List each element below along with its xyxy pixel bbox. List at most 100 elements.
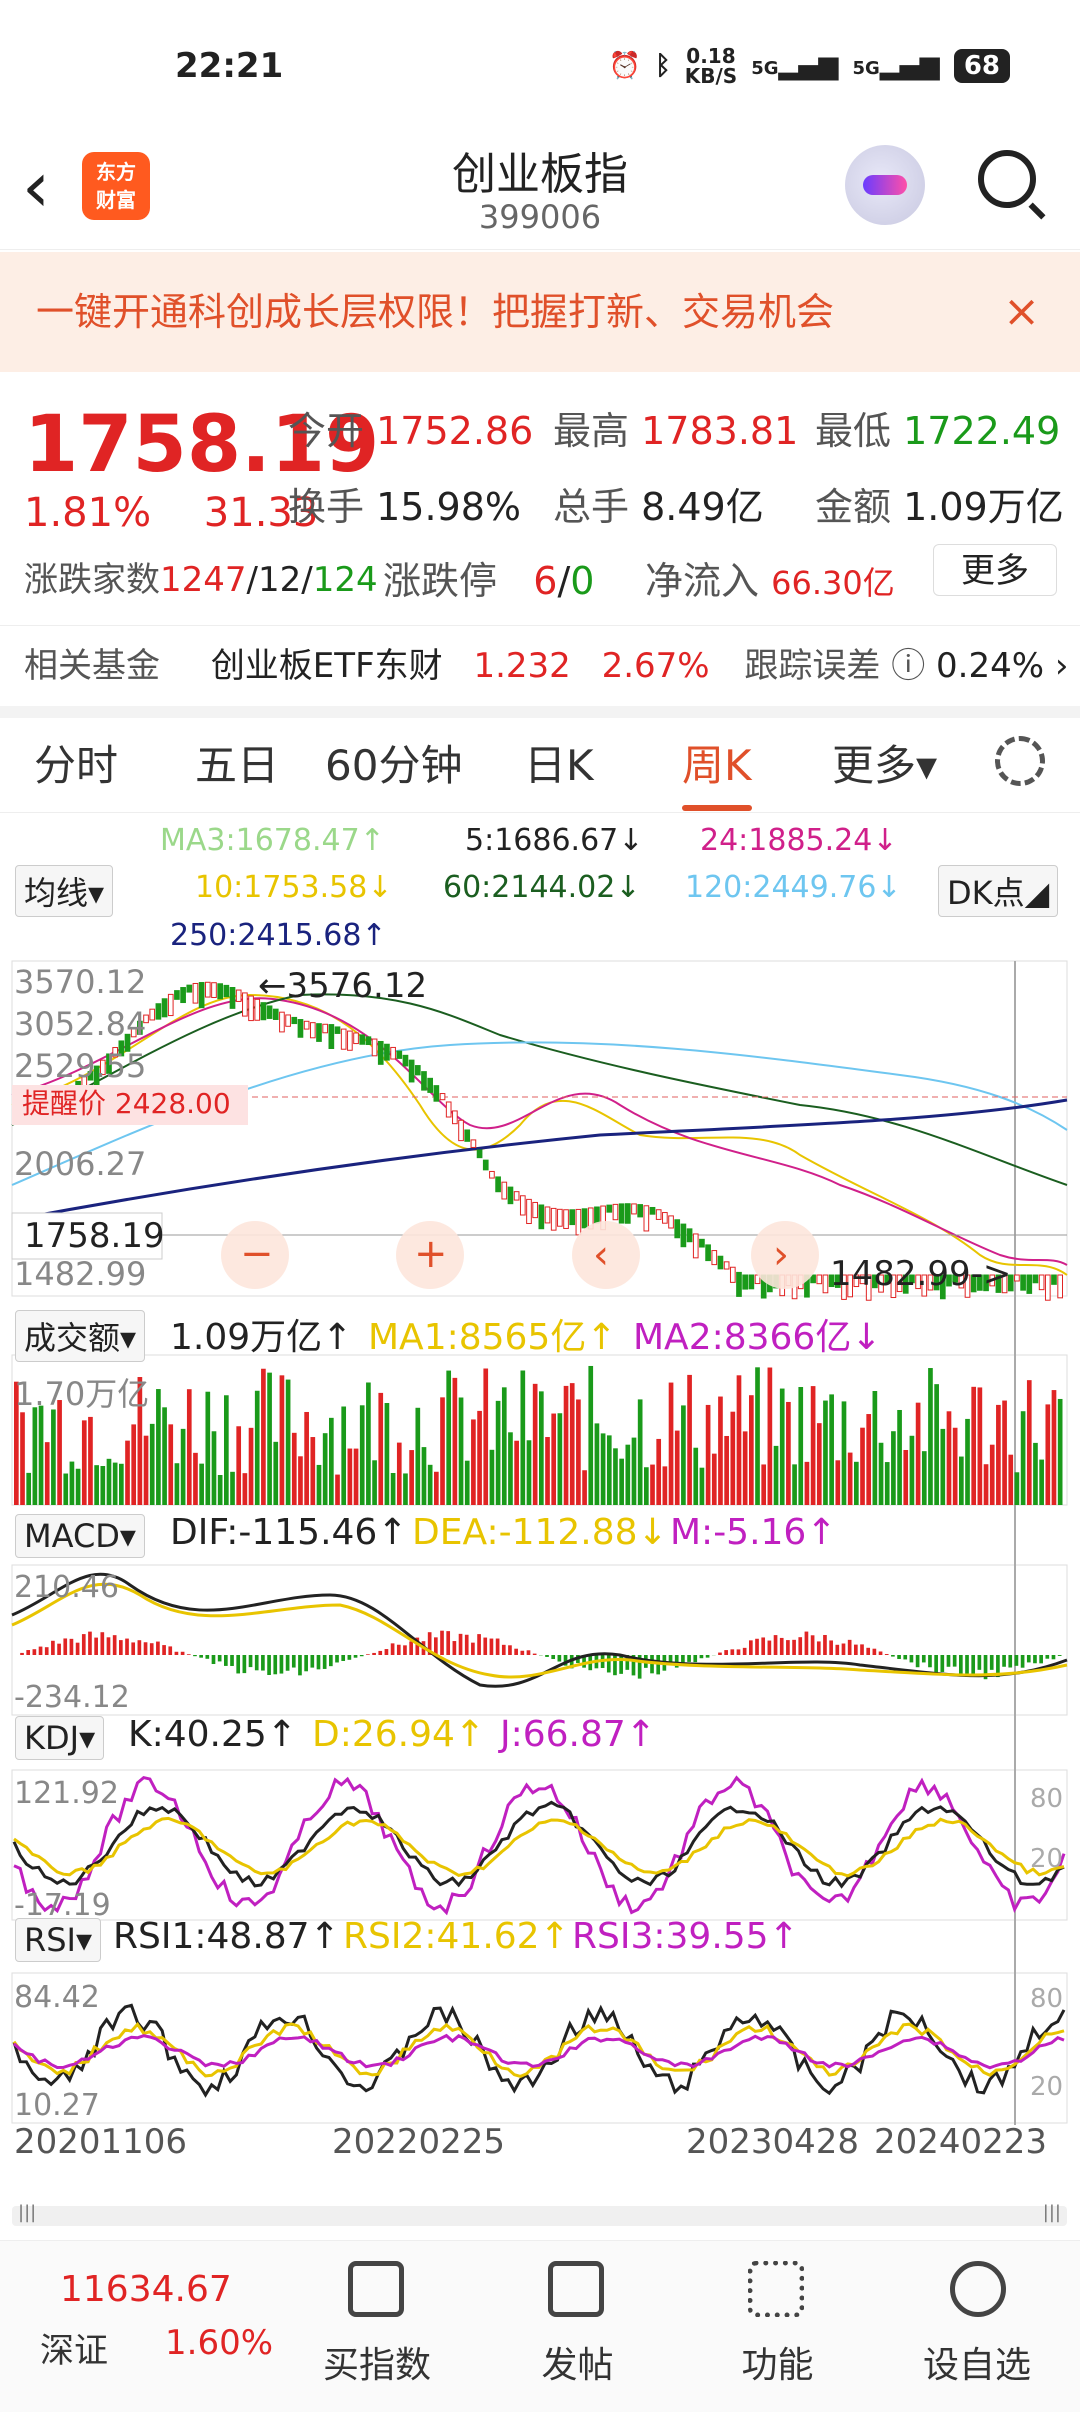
macd-bar [267,1655,271,1675]
search-icon[interactable] [978,150,1036,208]
promo-banner[interactable]: 一键开通科创成长层权限！把握打新、交易机会 × [0,252,1080,372]
tab-intraday[interactable]: 分时 [34,741,119,790]
candle [266,1005,273,1019]
rsi2-line [12,2021,1065,2078]
zoom-out-button[interactable] [221,1221,289,1289]
volume-bar [137,1377,143,1505]
header: ‹ 东方 财富 创业板指 399006 [0,130,1080,250]
tab-daily[interactable]: 日K [524,741,594,790]
candles [13,981,1063,1301]
macd-bar [959,1655,963,1674]
dk-point-selector[interactable]: DK点◢ [938,865,1059,917]
post-button[interactable]: 发帖 [541,2345,614,2386]
candle [822,1274,829,1294]
volume-bar [508,1432,513,1505]
macd-bar [310,1655,315,1668]
candle [717,1255,724,1270]
volume-bar [668,1382,674,1505]
volume-selector[interactable]: 成交额▾ [15,1310,146,1362]
pan-left-button[interactable] [572,1221,640,1289]
ma-selector[interactable]: 均线▾ [15,865,114,917]
macd-bar [205,1655,210,1659]
volume-bar [156,1389,161,1505]
zoom-in-button[interactable] [396,1221,464,1289]
bottom-index-name[interactable]: 深证 [40,2331,108,2371]
chart-scrollbar[interactable]: ||| ||| [12,2202,1067,2226]
candle [149,1008,156,1021]
macd-bar [483,1637,488,1655]
buy-index-button[interactable]: 买指数 [322,2345,431,2386]
rsi-selector[interactable]: RSI▾ [15,1918,102,1962]
candle [624,1203,631,1224]
candle [186,984,193,993]
close-icon[interactable]: × [1003,286,1040,337]
macd-bar [242,1655,247,1674]
rsi-bot: 10.27 [14,2088,100,2123]
volume-bar [452,1377,458,1505]
volume-bar [532,1383,538,1505]
bottom-bar: 11634.67 深证 1.60% 买指数 发帖 功能 设自选 [0,2240,1080,2412]
tab-more[interactable]: 更多▾ [832,741,938,790]
volume-bar [285,1379,291,1505]
divider [0,706,1080,718]
macd-bar [928,1655,932,1668]
macd-bar [835,1644,840,1655]
stock-code: 399006 [478,198,602,236]
related-fund-row[interactable]: 相关基金 创业板ETF东财 1.232 2.67% 跟踪误差 ⓘ 0.24% › [0,625,1080,705]
macd-bot: -234.12 [14,1680,130,1715]
macd-bar [779,1637,784,1655]
macd-bar [143,1642,148,1655]
macd-bar [1051,1655,1056,1660]
macd-selector[interactable]: MACD▾ [15,1514,145,1558]
signal-icon-2: 5G▂▄▆ [852,51,940,81]
volume-bar [681,1405,686,1505]
macd-bar [755,1638,759,1655]
kdj-d: D:26.94↑ [312,1714,486,1755]
macd-bar [897,1655,901,1659]
candle [612,1203,619,1221]
tab-60min[interactable]: 60分钟 [325,741,463,790]
candle [519,1195,526,1216]
volume-bar [335,1474,340,1505]
more-button[interactable]: 更多 [933,544,1057,596]
bottom-index-value[interactable]: 11634.67 [60,2269,232,2310]
candle [939,1274,946,1300]
pan-right-button[interactable] [751,1221,819,1289]
assistant-robot-icon[interactable] [845,145,925,225]
battery-icon: 68 [953,49,1010,83]
scroll-handle-left[interactable]: ||| [18,2202,37,2223]
dif-line [11,1572,1068,1688]
macd-bar [81,1634,86,1655]
macd-bar [656,1655,661,1675]
volume-bar [1045,1404,1051,1505]
macd-bar [619,1655,623,1674]
candle [865,1274,872,1301]
back-icon[interactable]: ‹ [22,146,50,228]
alert-price-tag[interactable]: 提醒价 2428.00 [22,1087,231,1120]
volume-bar [1033,1442,1038,1505]
volume-bar [14,1381,19,1505]
candle [316,1023,322,1042]
volume-bar [674,1430,680,1505]
add-watchlist-button[interactable]: 设自选 [922,2345,1031,2386]
volume-bar [662,1466,668,1505]
tab-5day[interactable]: 五日 [195,741,280,790]
volume-bar [755,1367,760,1505]
candle [662,1212,668,1224]
macd-bar [119,1640,123,1655]
candle [989,1274,996,1287]
candle [958,1274,965,1289]
scroll-handle-right[interactable]: ||| [1042,2202,1061,2223]
help-icon[interactable]: ⓘ [891,646,926,686]
volume-bar [619,1458,624,1505]
macd-bar [1020,1655,1025,1668]
volume-bar [761,1464,767,1505]
gear-icon[interactable] [995,736,1045,786]
kline-chart[interactable]: 3570.12 3052.84 2529.55 2006.27 1482.99 … [0,955,1080,2155]
macd-bar [298,1655,302,1676]
volume-bar [143,1435,149,1505]
tab-weekly[interactable]: 周K [682,732,752,811]
kdj-selector[interactable]: KDJ▾ [15,1716,105,1760]
candle [99,1059,106,1076]
functions-button[interactable]: 功能 [741,2345,814,2386]
